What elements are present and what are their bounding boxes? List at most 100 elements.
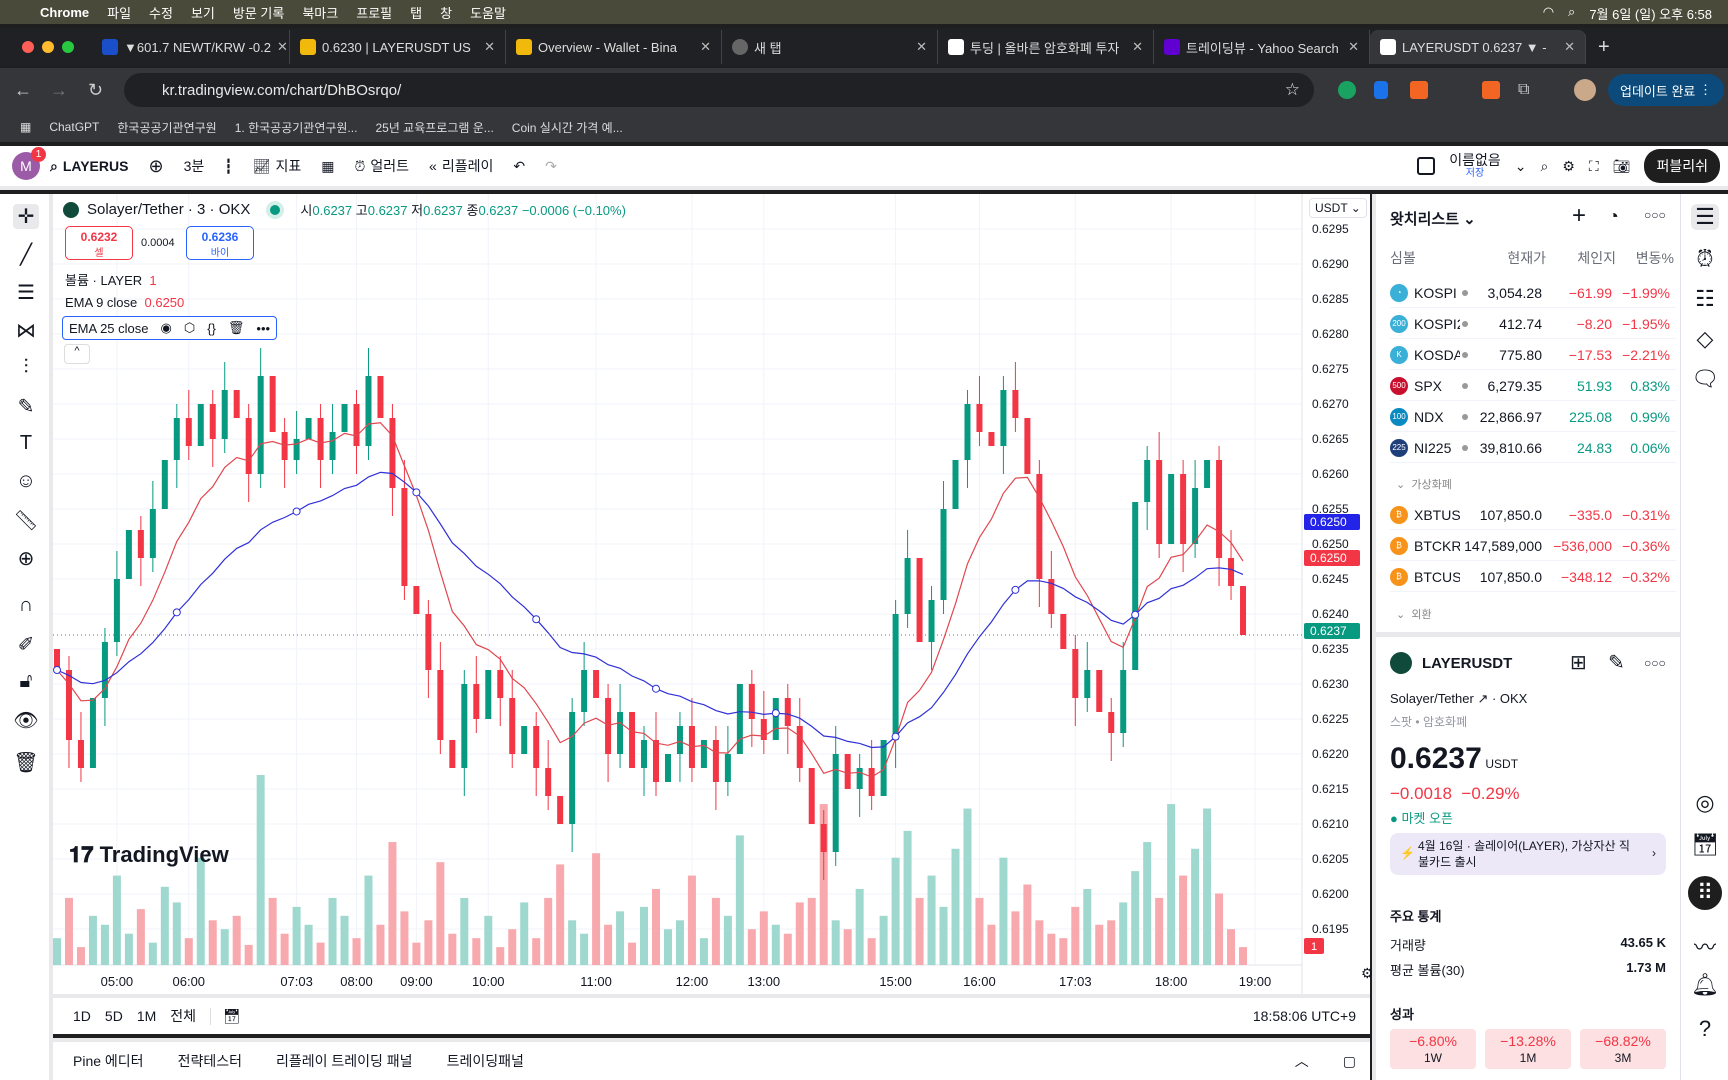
grid-icon[interactable]: ⊞ [1570,652,1587,674]
fib-icon[interactable]: ☰ [17,282,35,304]
replay-button[interactable]: «리플레이 [429,158,494,174]
tab-trading-panel[interactable]: 트레이딩패널 [446,1053,524,1069]
menu-item[interactable]: 파일 [107,5,132,21]
help-icon[interactable]: ? [1698,1016,1712,1041]
browser-tab[interactable]: ▼601.7 NEWT/KRW -0.2 ✕ [92,30,290,64]
eye-icon[interactable]: ◉ [160,320,172,335]
add-symbol-icon[interactable]: + [1572,202,1587,229]
watchlist-row[interactable]: ₿BTCUSD107,850.0−348.12−0.32% [1390,562,1676,592]
extensions-icon[interactable]: ⧉ [1518,81,1530,98]
settings-icon[interactable]: ⚙ [1562,157,1575,174]
perf-1m[interactable]: −13.28% 1M [1485,1029,1571,1069]
browser-tab[interactable]: 투딩 | 올바른 암호화폐 투자 ✕ [938,30,1154,64]
trash-icon[interactable]: 🗑︎ [13,752,39,774]
bookmark[interactable]: 1. 한국공공기관연구원... [234,120,358,135]
tab-strategy-tester[interactable]: 전략테스터 [177,1053,242,1069]
compare-button[interactable]: ⊕ [138,156,173,177]
trendline-icon[interactable]: ╱ [19,244,33,266]
range-1m[interactable]: 1M [136,1008,157,1024]
extension-icon[interactable] [1374,81,1388,99]
menu-item[interactable]: 보기 [190,5,215,21]
window-controls[interactable] [22,41,74,53]
edit-icon[interactable]: ✎ [1608,652,1625,674]
pattern-icon[interactable]: ⋈ [16,320,36,342]
perf-1w[interactable]: −6.80% 1W [1390,1029,1476,1069]
timezone-clock[interactable]: 18:58:06 UTC+9 [1252,1008,1356,1024]
details-name[interactable]: Solayer/Tether ↗ · OKX [1390,691,1528,706]
settings-icon[interactable]: ⬡ [183,320,196,335]
bookmark[interactable]: 한국공공기관연구원 [117,120,217,135]
checkbox-icon[interactable] [1417,157,1436,175]
back-icon[interactable]: ← [14,79,32,100]
goto-date-icon[interactable]: 📅︎ [210,1007,241,1025]
menu-item[interactable]: 프로필 [356,5,393,21]
interval-button[interactable]: 3분 [183,158,205,174]
symbol-search[interactable]: ⌕ LAYERUS [50,157,129,175]
undo-button[interactable]: ↶ [503,158,535,175]
range-5d[interactable]: 5D [104,1008,123,1024]
lock-icon[interactable]: 🔓︎ [19,670,33,692]
close-icon[interactable]: ✕ [277,39,288,54]
close-icon[interactable]: ✕ [916,39,927,54]
layout-name[interactable]: 이름없음 저장 [1449,151,1501,180]
apps-grid-icon[interactable]: ⠿ [1688,876,1722,910]
prediction-icon[interactable]: ⫶ [23,356,29,378]
section-fx[interactable]: ⌄ 외환 [1396,609,1432,621]
layouts-button[interactable]: ▦ [311,158,344,175]
volume-legend[interactable]: 볼륨 · LAYER 1 [65,273,157,288]
menu-app[interactable]: Chrome [40,4,90,20]
lock-drawing-icon[interactable]: ✐ [17,634,35,656]
watchlist-row[interactable]: 225 NI225 39,810.66 24.83 0.06% [1390,433,1676,463]
perf-3m[interactable]: −68.82% 3M [1580,1029,1666,1069]
pie-chart-icon[interactable]: ◔ [1608,206,1619,226]
menu-item[interactable]: 북마크 [302,5,339,21]
browser-tab[interactable]: 트레이딩뷰 - Yahoo Search ✕ [1154,30,1370,64]
zoom-icon[interactable]: ⊕ [17,548,35,570]
sell-button[interactable]: 0.6232 셀 [65,226,133,260]
close-icon[interactable]: ✕ [484,39,495,54]
watchlist-row[interactable]: ₿XBTUSD107,850.0−335.0−0.31% [1390,500,1676,530]
wifi-icon[interactable]: ◠ [1542,4,1555,19]
profile-avatar[interactable] [1574,79,1596,101]
watchlist-row[interactable]: 200KOSPI200412.74−8.20−1.95% [1390,309,1676,339]
source-code-icon[interactable]: {} [207,320,216,336]
more-icon[interactable]: ○○○ [1644,656,1666,670]
watchlist-title[interactable]: 왓치리스트 ⌄ [1390,211,1476,228]
alarm-clock-icon[interactable]: ⏰︎ [1696,246,1714,271]
close-icon[interactable]: ✕ [1564,39,1575,54]
menu-item[interactable]: 수정 [149,5,173,21]
more-icon[interactable]: ○○○ [1644,208,1666,222]
calendar-icon[interactable]: 📅︎ [1691,832,1719,857]
watchlist-row[interactable]: ₿BTCKRW147,589,000−536,000−0.36% [1390,531,1676,561]
chart-type-button[interactable]: ┇ [214,158,242,175]
bookmark[interactable]: 25년 교육프로그램 운... [375,120,494,135]
maximize-icon[interactable]: ▢ [1342,1052,1356,1069]
bookmark[interactable]: Coin 실시간 가격 예... [511,120,623,135]
chevron-up-icon[interactable]: ︿ [1294,1053,1309,1069]
bookmark[interactable]: ChatGPT [49,120,100,134]
object-tree-icon[interactable]: ☷ [1695,286,1715,311]
clock[interactable]: 7월 6일 (일) 오후 6:58 [1589,7,1712,22]
range-1d[interactable]: 1D [73,1008,91,1024]
section-crypto[interactable]: ⌄ 가상화폐 [1396,479,1452,491]
reload-icon[interactable]: ↻ [88,79,104,100]
fullscreen-icon[interactable]: ⛶ [1588,157,1599,174]
watchlist-row[interactable]: 500 SPX 6,279.35 51.93 0.83% [1390,371,1676,401]
chevron-down-icon[interactable]: ⌄ [1514,157,1527,174]
chart-pane[interactable]: 0.6295 0.6290 0.6285 0.6280 0.6275 0.6270 0.62… [53,194,1374,994]
bookmark-star-icon[interactable]: ☆ [1284,80,1300,99]
crosshair-icon[interactable]: ✛ [13,204,39,229]
update-button[interactable]: 업데이트 완료 ⋮ [1608,74,1724,106]
watchlist-row[interactable]: 100 NDX 22,866.97 225.08 0.99% [1390,402,1676,432]
close-icon[interactable]: ✕ [700,39,711,54]
chat-icon[interactable]: 🗨︎ [1691,366,1719,391]
tab-replay-trading[interactable]: 리플레이 트레이딩 패널 [275,1053,413,1069]
browser-tab-active[interactable]: LAYERUSDT 0.6237 ▼ - ✕ [1370,30,1586,64]
quick-search-icon[interactable]: ⌕ [1540,157,1549,174]
close-icon[interactable]: ✕ [1132,39,1143,54]
browser-tab[interactable]: 새 탭 ✕ [722,30,938,64]
layers-icon[interactable]: ◇ [1696,326,1714,351]
watchlist-icon[interactable]: ☰ [1691,204,1719,230]
redo-button[interactable]: ↷ [535,158,567,175]
